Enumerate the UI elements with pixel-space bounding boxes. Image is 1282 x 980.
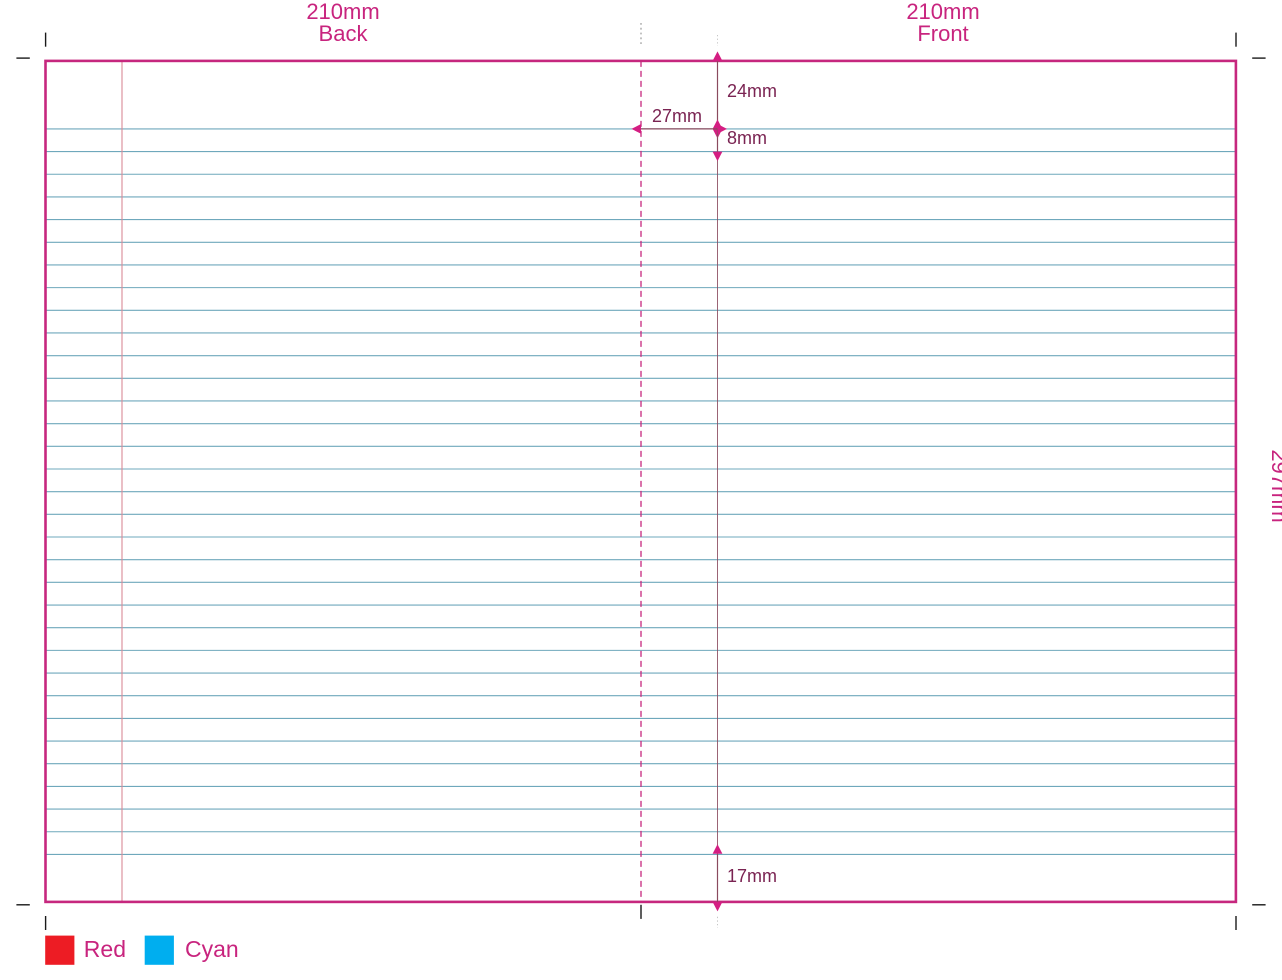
svg-text:Red: Red	[84, 936, 126, 962]
svg-text:Front: Front	[917, 21, 968, 46]
svg-text:27mm: 27mm	[652, 106, 702, 126]
svg-text:Cyan: Cyan	[185, 936, 239, 962]
svg-text:17mm: 17mm	[727, 866, 777, 886]
svg-text:297mm: 297mm	[1267, 449, 1282, 522]
svg-text:8mm: 8mm	[727, 128, 767, 148]
svg-text:Back: Back	[319, 21, 369, 46]
svg-text:24mm: 24mm	[727, 81, 777, 101]
